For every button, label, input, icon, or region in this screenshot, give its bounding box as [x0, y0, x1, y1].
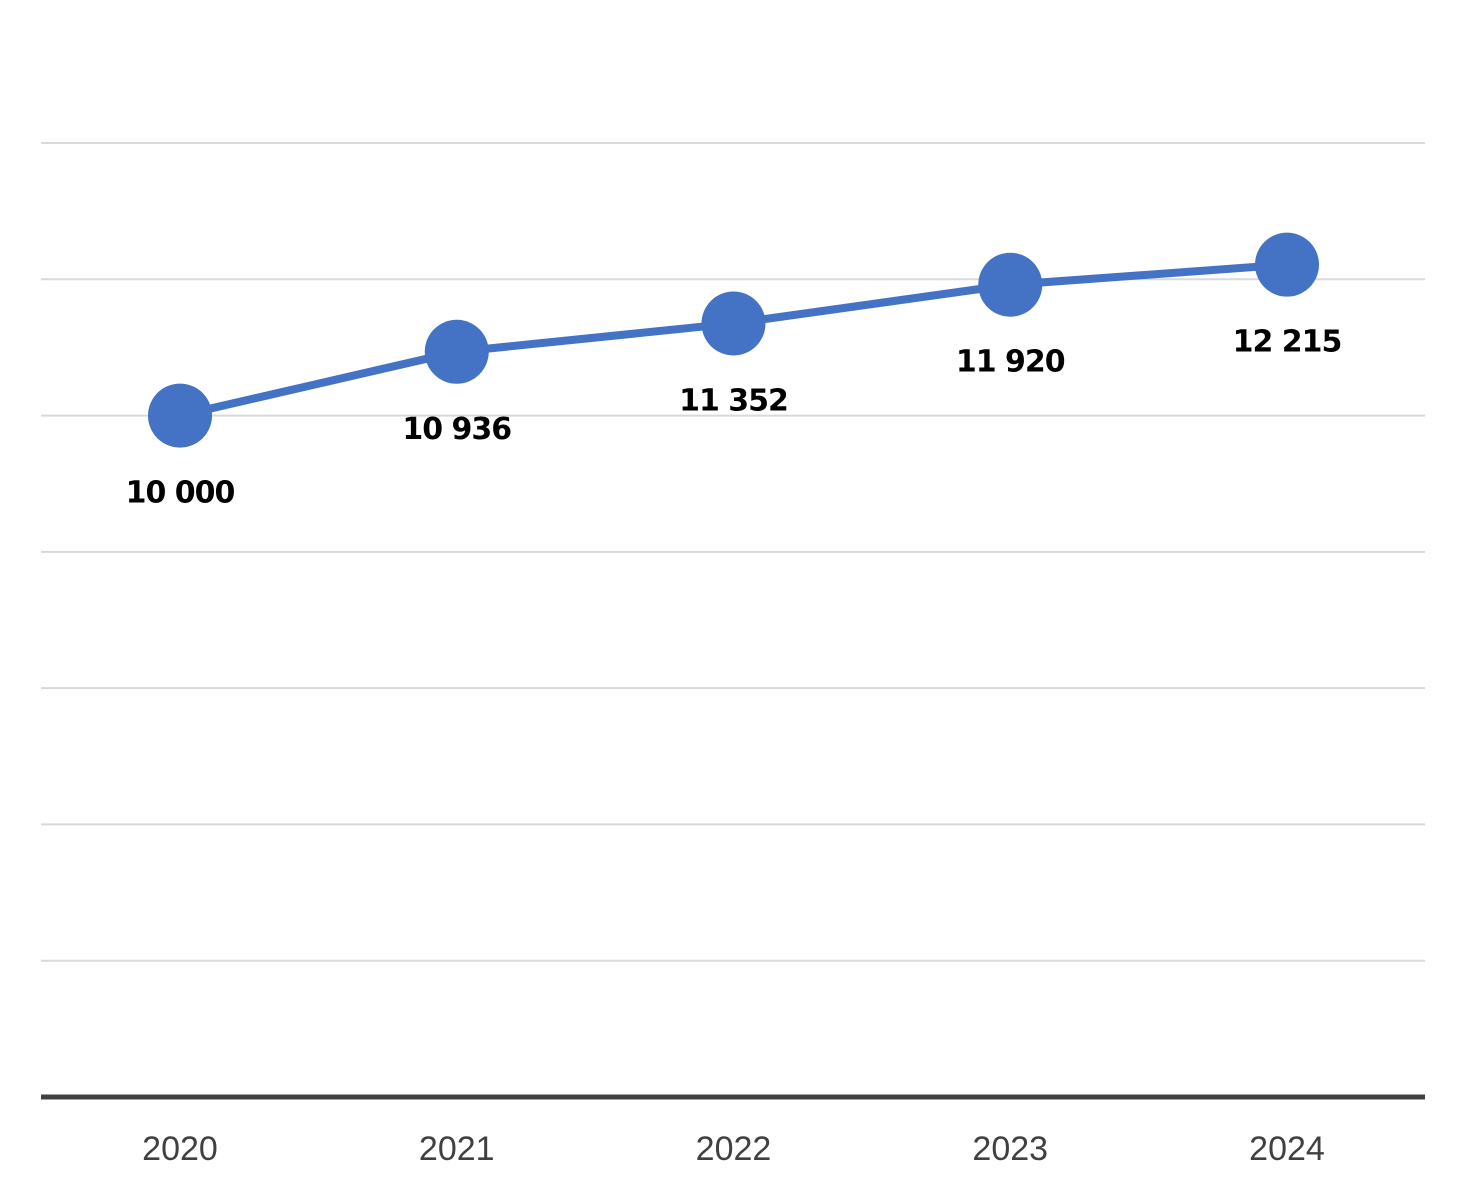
data-label: 10 000 [126, 476, 235, 511]
data-points [148, 232, 1319, 448]
x-tick-label: 2024 [1249, 1130, 1325, 1168]
data-point [701, 291, 766, 356]
data-label: 10 936 [402, 412, 511, 447]
gridlines [41, 142, 1425, 962]
x-tick-label: 2022 [696, 1130, 772, 1168]
data-labels: 10 000 10 936 11 352 11 920 12 215 [126, 325, 1343, 511]
data-label: 11 352 [679, 383, 788, 418]
data-point [424, 319, 489, 384]
x-tick-label: 2023 [972, 1130, 1048, 1168]
data-point [1255, 232, 1319, 297]
data-point [148, 383, 212, 448]
data-label: 12 215 [1233, 325, 1342, 360]
data-label: 11 920 [956, 345, 1065, 380]
x-axis-tick-labels: 2020 2021 2022 2023 2024 [142, 1130, 1325, 1168]
x-tick-label: 2020 [142, 1130, 218, 1168]
x-tick-label: 2021 [419, 1130, 495, 1168]
data-point [978, 252, 1043, 317]
